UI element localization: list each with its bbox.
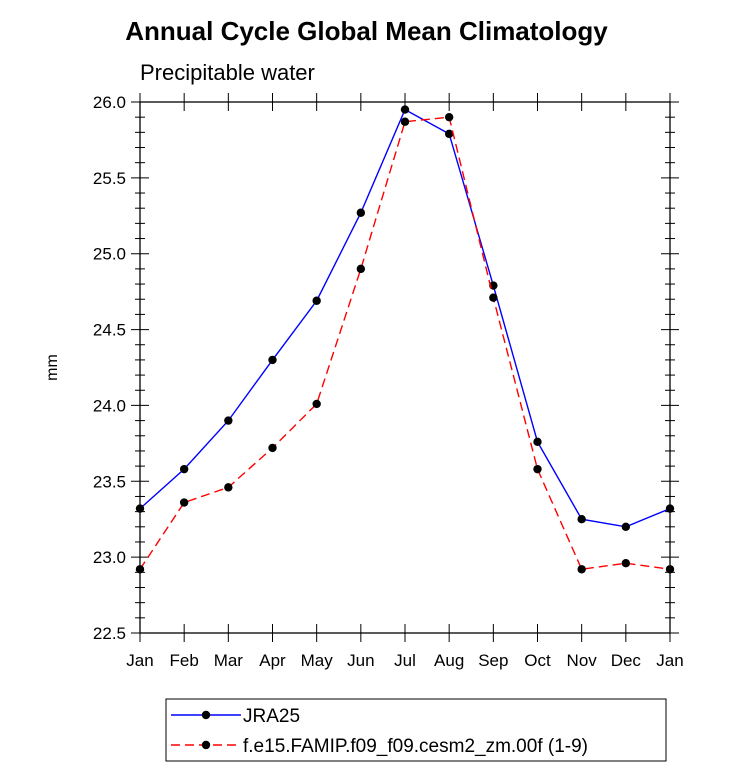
data-point [444, 129, 454, 139]
y-tick-label: 25.5 [93, 169, 126, 188]
data-point [400, 105, 410, 114]
data-point [400, 117, 410, 126]
x-tick-label: Jan [656, 651, 683, 670]
data-point [444, 112, 454, 122]
chart-title: Annual Cycle Global Mean Climatology [125, 16, 608, 46]
data-point [179, 464, 189, 474]
data-point [489, 293, 498, 302]
legend-label: f.e15.FAMIP.f09_f09.cesm2_zm.00f (1-9) [243, 736, 588, 757]
x-tick-label: Oct [524, 651, 551, 670]
data-point [665, 504, 675, 513]
data-point [179, 498, 189, 507]
legend-marker [201, 740, 211, 750]
data-point [224, 483, 233, 492]
data-point [135, 565, 145, 574]
x-tick-label: Apr [259, 651, 286, 670]
x-tick-label: Jan [126, 651, 153, 670]
series-1 [135, 105, 675, 531]
data-point [665, 565, 675, 574]
y-tick-label: 23.0 [93, 548, 126, 567]
x-tick-label: Nov [567, 651, 598, 670]
data-point [312, 399, 321, 409]
legend-box [165, 698, 667, 762]
x-tick-label: Sep [478, 651, 508, 670]
y-tick-label: 25.0 [93, 245, 126, 264]
data-point [224, 416, 233, 425]
y-tick-label: 24.0 [93, 396, 126, 415]
y-tick-label: 24.5 [93, 321, 126, 340]
y-tick-label: 22.5 [93, 624, 126, 643]
series-2 [135, 112, 675, 574]
x-tick-label: Jun [347, 651, 374, 670]
y-tick-label: 26.0 [93, 93, 126, 112]
x-tick-label: Aug [434, 651, 464, 670]
x-tick-label: Dec [611, 651, 642, 670]
data-point [268, 443, 277, 453]
data-point [135, 504, 145, 513]
data-point [356, 264, 366, 274]
series-line [139, 116, 671, 571]
legend-label: JRA25 [243, 706, 300, 727]
data-point [356, 208, 366, 217]
data-point [533, 464, 542, 474]
plot-area-frame [139, 101, 671, 634]
data-point [312, 296, 321, 305]
x-tick-label: May [301, 651, 334, 670]
data-point [621, 522, 631, 531]
series-layer [135, 105, 675, 574]
y-axis-label: mm [44, 354, 61, 381]
series-line [139, 108, 671, 528]
x-tick-label: Mar [214, 651, 244, 670]
data-point [268, 355, 277, 365]
y-tick-label: 23.5 [93, 472, 126, 491]
chart-subtitle: Precipitable water [140, 60, 315, 85]
legend: JRA25 f.e15.FAMIP.f09_f09.cesm2_zm.00f (1… [165, 698, 667, 762]
data-point [577, 565, 586, 574]
tick-labels: Jan Feb Mar Apr May Jun Jul Aug Sep Oct Nov Dec Jan2… [93, 93, 684, 670]
data-point [533, 437, 542, 447]
legend-marker [201, 710, 211, 720]
x-tick-label: Feb [170, 651, 199, 670]
data-point [577, 515, 586, 524]
data-point [621, 559, 631, 568]
x-tick-label: Jul [394, 651, 416, 670]
axis-ticks [131, 93, 679, 642]
